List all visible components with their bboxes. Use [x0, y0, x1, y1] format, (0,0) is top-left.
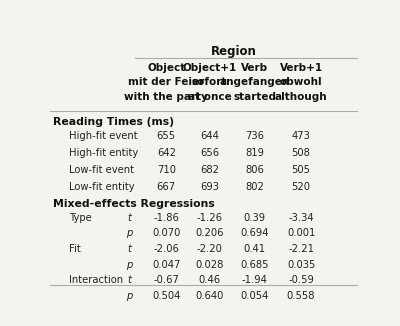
Text: p: p	[126, 229, 132, 238]
Text: 0.694: 0.694	[240, 229, 269, 238]
Text: 0.047: 0.047	[152, 259, 180, 270]
Text: 0.206: 0.206	[196, 229, 224, 238]
Text: -2.21: -2.21	[288, 244, 314, 254]
Text: -2.06: -2.06	[153, 244, 179, 254]
Text: 0.39: 0.39	[244, 213, 266, 223]
Text: 0.640: 0.640	[196, 291, 224, 301]
Text: 0.054: 0.054	[240, 291, 269, 301]
Text: 644: 644	[200, 131, 219, 141]
Text: High-fit entity: High-fit entity	[69, 148, 138, 158]
Text: 642: 642	[157, 148, 176, 158]
Text: 0.558: 0.558	[287, 291, 315, 301]
Text: t: t	[127, 213, 131, 223]
Text: Low-fit entity: Low-fit entity	[69, 182, 134, 192]
Text: p: p	[126, 259, 132, 270]
Text: 0.001: 0.001	[287, 229, 315, 238]
Text: 0.46: 0.46	[198, 275, 221, 285]
Text: 806: 806	[245, 165, 264, 175]
Text: although: although	[275, 92, 328, 102]
Text: 520: 520	[292, 182, 311, 192]
Text: 682: 682	[200, 165, 219, 175]
Text: t: t	[127, 275, 131, 285]
Text: Reading Times (ms): Reading Times (ms)	[53, 117, 174, 127]
Text: -0.59: -0.59	[288, 275, 314, 285]
Text: -1.26: -1.26	[197, 213, 223, 223]
Text: Verb: Verb	[241, 63, 268, 73]
Text: t: t	[127, 244, 131, 254]
Text: Object: Object	[147, 63, 185, 73]
Text: 0.070: 0.070	[152, 229, 180, 238]
Text: 655: 655	[157, 131, 176, 141]
Text: 0.685: 0.685	[240, 259, 269, 270]
Text: -2.20: -2.20	[197, 244, 222, 254]
Text: 0.504: 0.504	[152, 291, 180, 301]
Text: 0.035: 0.035	[287, 259, 315, 270]
Text: 505: 505	[292, 165, 311, 175]
Text: sofort: sofort	[192, 77, 227, 87]
Text: p: p	[126, 291, 132, 301]
Text: -3.34: -3.34	[288, 213, 314, 223]
Text: 508: 508	[292, 148, 310, 158]
Text: Fit: Fit	[69, 244, 80, 254]
Text: obwohl: obwohl	[280, 77, 322, 87]
Text: with the party: with the party	[124, 92, 208, 102]
Text: High-fit event: High-fit event	[69, 131, 137, 141]
Text: Low-fit event: Low-fit event	[69, 165, 134, 175]
Text: 819: 819	[245, 148, 264, 158]
Text: 710: 710	[157, 165, 176, 175]
Text: 0.028: 0.028	[196, 259, 224, 270]
Text: Mixed-effects Regressions: Mixed-effects Regressions	[53, 199, 215, 209]
Text: angefangen: angefangen	[220, 77, 290, 87]
Text: -1.94: -1.94	[242, 275, 268, 285]
Text: 667: 667	[157, 182, 176, 192]
Text: at once: at once	[188, 92, 232, 102]
Text: -1.86: -1.86	[153, 213, 179, 223]
Text: Interaction: Interaction	[69, 275, 123, 285]
Text: Verb+1: Verb+1	[280, 63, 323, 73]
Text: Region: Region	[211, 45, 257, 58]
Text: started: started	[233, 92, 276, 102]
Text: 736: 736	[245, 131, 264, 141]
Text: 802: 802	[245, 182, 264, 192]
Text: 693: 693	[200, 182, 219, 192]
Text: -0.67: -0.67	[153, 275, 179, 285]
Text: mit der Feier: mit der Feier	[128, 77, 204, 87]
Text: Object+1: Object+1	[182, 63, 237, 73]
Text: 0.41: 0.41	[244, 244, 266, 254]
Text: 473: 473	[292, 131, 310, 141]
Text: Type: Type	[69, 213, 91, 223]
Text: 656: 656	[200, 148, 219, 158]
